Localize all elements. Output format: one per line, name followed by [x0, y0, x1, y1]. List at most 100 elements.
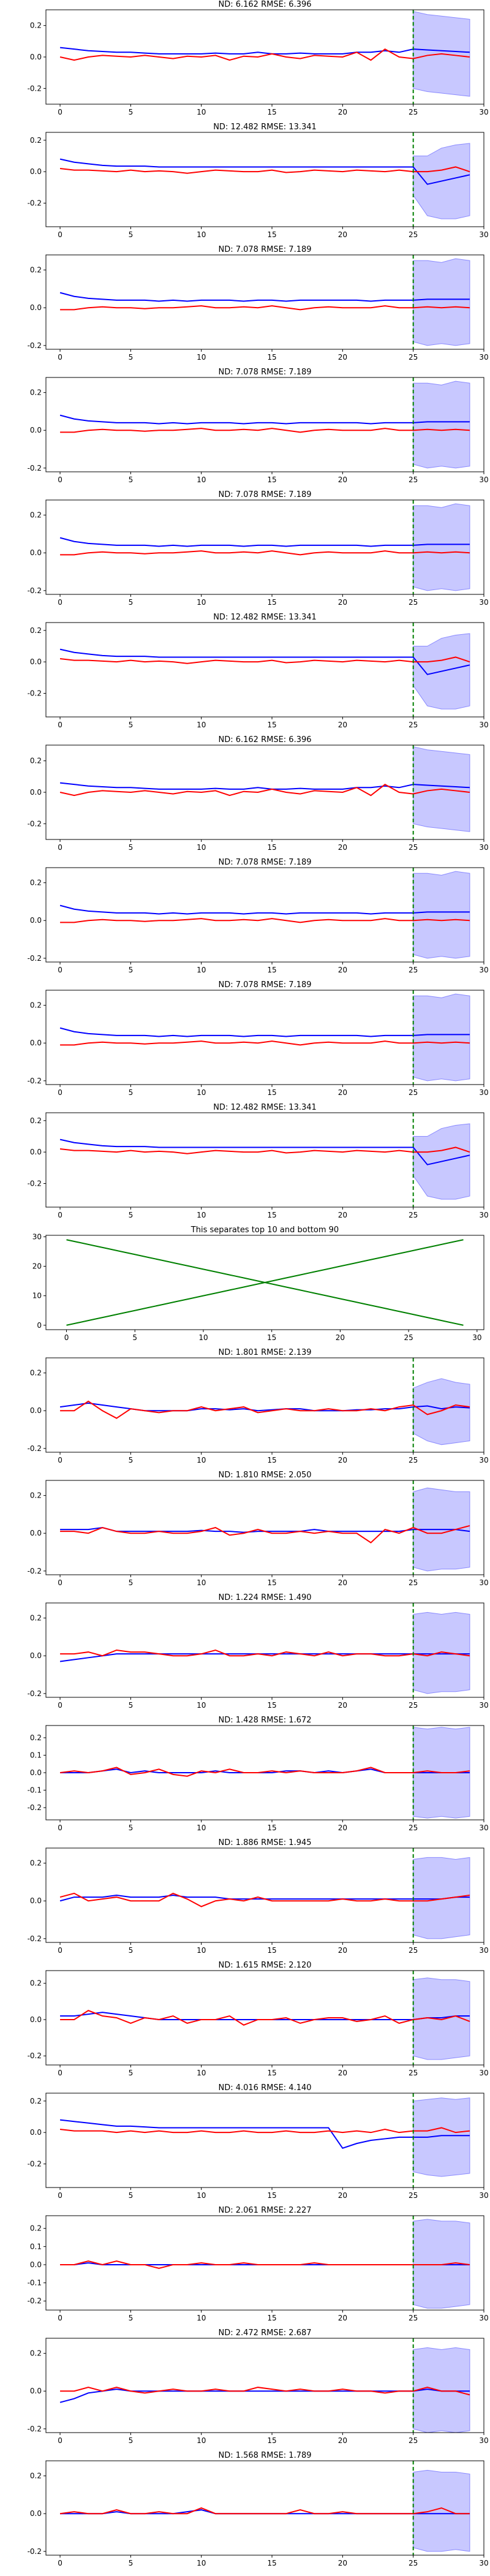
x-tick-label: 0 — [58, 475, 62, 484]
series-line-red — [59, 166, 470, 174]
plot-frame — [45, 1970, 484, 2066]
plot-frame — [45, 1480, 484, 1575]
chart-panel: ND: 6.162 RMSE: 6.396 0 5 10 15 20 25 30 -0.2 0.0… — [0, 0, 490, 123]
chart-panel: ND: 1.801 RMSE: 2.139 0 5 10 15 20 25 30 -0.2 0.0… — [0, 1348, 490, 1471]
x-tick-label: 5 — [129, 2191, 134, 2200]
y-tick-label: 0.2 — [30, 1614, 42, 1623]
y-tick-label: 0.0 — [30, 1768, 42, 1777]
chart-panel: ND: 12.482 RMSE: 13.341 0 5 10 15 20 25 30 -0.2 0… — [0, 1103, 490, 1225]
x-tick-label: 5 — [129, 353, 134, 362]
chart-title: ND: 1.224 RMSE: 1.490 — [218, 1593, 311, 1602]
y-tick-label: 0.0 — [30, 1529, 42, 1537]
y-tick-label: 0.2 — [30, 1116, 42, 1125]
y-tick-label: 0.2 — [30, 757, 42, 765]
y-tick-label: 0.2 — [30, 2349, 42, 2358]
x-tick-label: 10 — [197, 1824, 206, 1832]
x-tick-label: 25 — [409, 2069, 418, 2077]
x-tick-label: 25 — [409, 1211, 418, 1219]
plot-frame — [45, 1357, 484, 1453]
x-tick-label: 25 — [409, 1946, 418, 1955]
x-tick-label: 30 — [479, 2069, 488, 2077]
chart-panel: ND: 7.078 RMSE: 7.189 0 5 10 15 20 25 30 -0.2 0.0… — [0, 368, 490, 490]
confidence-band — [413, 1612, 470, 1694]
x-tick-label: 10 — [197, 1456, 206, 1464]
x-tick-label: 30 — [479, 230, 488, 239]
x-tick-label: 5 — [129, 475, 134, 484]
x-tick-label: 20 — [338, 2559, 347, 2567]
x-tick-label: 30 — [479, 475, 488, 484]
chart-svg: ND: 7.078 RMSE: 7.189 0 5 10 15 20 25 30 -0.2 0.0… — [28, 980, 489, 1097]
x-tick-label: 30 — [479, 1701, 488, 1710]
chart-panel: This separates top 10 and bottom 90 0 5 10 1… — [0, 1225, 490, 1348]
x-tick-label: 5 — [129, 966, 134, 974]
series-line-red — [59, 1767, 470, 1777]
confidence-band — [413, 258, 470, 346]
chart-title: ND: 12.482 RMSE: 13.341 — [213, 613, 317, 622]
x-tick-label: 15 — [267, 721, 276, 729]
x-tick-label: 0 — [58, 966, 62, 974]
y-tick-label: 0.0 — [30, 916, 42, 925]
confidence-band — [413, 2469, 470, 2552]
x-tick-label: 20 — [338, 2314, 347, 2322]
chart-title: ND: 4.016 RMSE: 4.140 — [218, 2083, 311, 2093]
series-line-blue — [59, 904, 470, 915]
x-tick-label: 20 — [338, 1456, 347, 1464]
y-tick-label: 0.0 — [30, 548, 42, 557]
y-tick-label: 0.2 — [30, 1001, 42, 1010]
series-line-red — [59, 1146, 470, 1154]
x-tick-label: 15 — [267, 966, 276, 974]
series-line-blue — [59, 2119, 470, 2150]
chart-svg: ND: 1.428 RMSE: 1.672 0 5 10 15 20 25 30 -0.2 -0.… — [28, 1716, 489, 1832]
y-tick-label: 0.0 — [30, 53, 42, 61]
plot-frame — [45, 2093, 484, 2188]
x-tick-label: 15 — [267, 1701, 276, 1710]
x-tick-label: 15 — [267, 1578, 276, 1587]
x-tick-label: 10 — [197, 475, 206, 484]
x-tick-label: 5 — [129, 2314, 134, 2322]
series-line-blue — [59, 292, 470, 302]
y-tick-label: -0.2 — [28, 1803, 42, 1812]
x-tick-label: 10 — [197, 2191, 206, 2200]
x-tick-label: 5 — [129, 1578, 134, 1587]
y-tick-label: -0.2 — [28, 84, 42, 93]
chart-title: ND: 7.078 RMSE: 7.189 — [218, 368, 311, 377]
chart-panel: ND: 7.078 RMSE: 7.189 0 5 10 15 20 25 30 -0.2 0.0… — [0, 980, 490, 1103]
x-tick-label: 15 — [267, 843, 276, 852]
chart-panel: ND: 7.078 RMSE: 7.189 0 5 10 15 20 25 30 -0.2 0.0… — [0, 858, 490, 980]
x-tick-label: 20 — [338, 230, 347, 239]
chart-title: ND: 6.162 RMSE: 6.396 — [218, 0, 311, 9]
x-tick-label: 10 — [197, 1946, 206, 1955]
series-line-blue — [59, 47, 470, 55]
y-tick-label: -0.2 — [28, 341, 42, 350]
chart-panel: ND: 1.224 RMSE: 1.490 0 5 10 15 20 25 30 -0.2 0.0… — [0, 1593, 490, 1716]
chart-title: ND: 7.078 RMSE: 7.189 — [218, 490, 311, 499]
confidence-band — [413, 381, 470, 469]
x-tick-label: 0 — [58, 108, 62, 116]
y-tick-label: 30 — [32, 1232, 42, 1241]
x-tick-label: 15 — [267, 2436, 276, 2445]
y-tick-label: 0.0 — [30, 303, 42, 312]
y-tick-label: 0.2 — [30, 1979, 42, 1988]
series-line-red — [59, 48, 470, 61]
x-tick-label: 10 — [197, 2559, 206, 2567]
y-tick-label: 0 — [37, 1321, 42, 1330]
chart-panel: ND: 7.078 RMSE: 7.189 0 5 10 15 20 25 30 -0.2 0.0… — [0, 245, 490, 368]
y-tick-label: 0.2 — [30, 879, 42, 887]
series-line-red — [60, 305, 470, 311]
series-line-red — [59, 2507, 470, 2515]
series-line-red — [59, 1892, 470, 1907]
chart-svg: ND: 7.078 RMSE: 7.189 0 5 10 15 20 25 30 -0.2 0.0… — [28, 245, 489, 362]
x-tick-label: 15 — [267, 108, 276, 116]
x-tick-label: 20 — [338, 721, 347, 729]
x-tick-label: 20 — [338, 353, 347, 362]
series-line-blue — [59, 158, 470, 185]
chart-svg: ND: 4.016 RMSE: 4.140 0 5 10 15 20 25 30 -0.2 0.0… — [28, 2083, 489, 2200]
y-tick-label: 0.1 — [30, 2242, 42, 2251]
chart-svg: ND: 6.162 RMSE: 6.396 0 5 10 15 20 25 30 -0.2 0.0… — [28, 0, 489, 116]
series-line-blue — [59, 1653, 470, 1662]
y-tick-label: 0.2 — [30, 266, 42, 275]
x-tick-label: 5 — [129, 843, 134, 852]
y-tick-label: -0.1 — [28, 2279, 42, 2287]
x-tick-label: 20 — [338, 966, 347, 974]
